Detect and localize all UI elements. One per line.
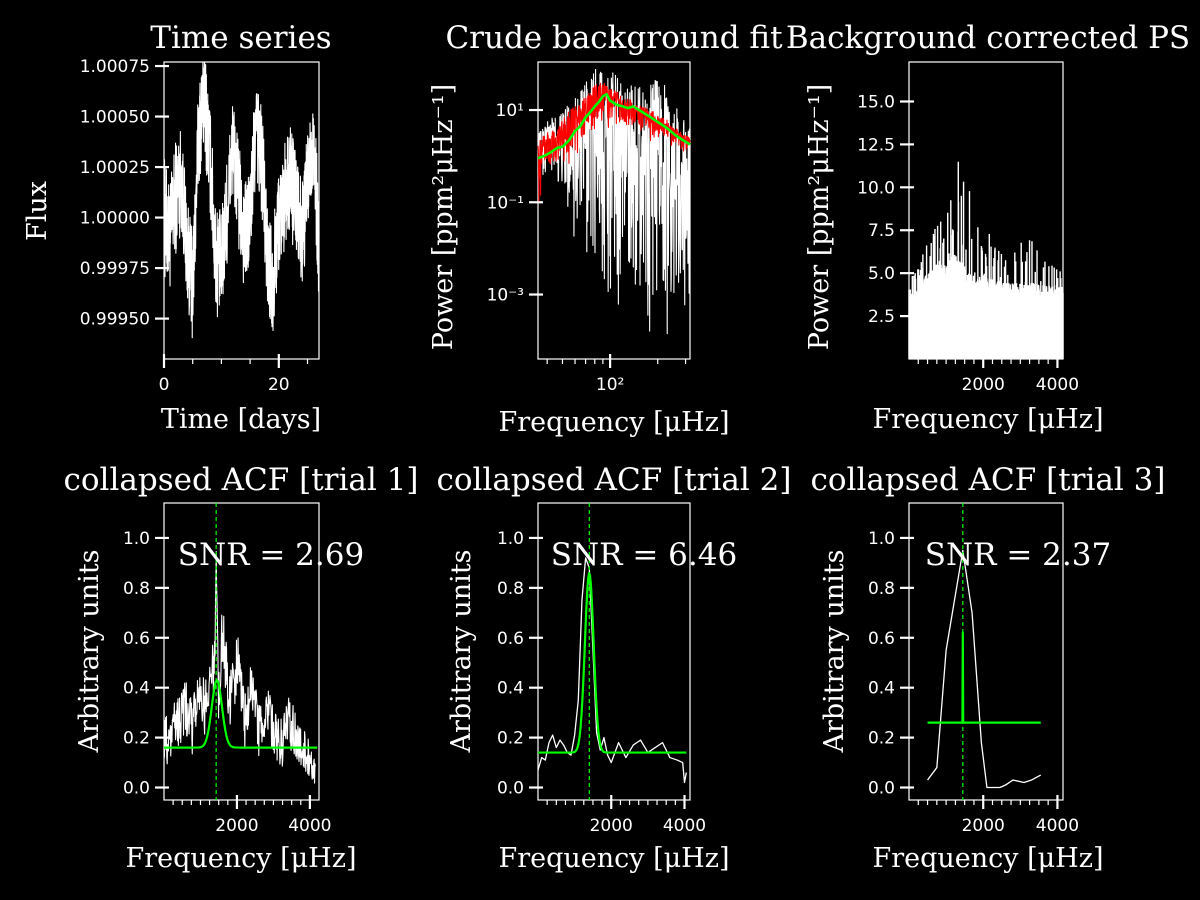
x-axis-label: Frequency [μHz] bbox=[125, 843, 356, 874]
y-tick-label: 1.00025 bbox=[80, 158, 150, 178]
panel-title: collapsed ACF [trial 2] bbox=[437, 462, 792, 498]
fit-curve bbox=[537, 572, 687, 754]
y-tick-label: 0.4 bbox=[868, 679, 895, 699]
y-tick-label: 0.4 bbox=[497, 679, 524, 699]
series-line-3 bbox=[537, 92, 691, 160]
y-tick-label: 0.99975 bbox=[80, 259, 150, 279]
x-tick-label: 10² bbox=[596, 375, 624, 395]
y-axis-label: Arbitrary units bbox=[74, 549, 105, 753]
y-tick-label: 0.0 bbox=[497, 779, 524, 799]
panel-background-fit: 10⁻³ 10⁻¹ 10¹ 10² Crude background fit Freq… bbox=[428, 20, 783, 438]
y-tick-label: 0.6 bbox=[497, 629, 524, 649]
y-tick-label: 0.6 bbox=[123, 629, 150, 649]
y-tick-label: 7.5 bbox=[868, 221, 895, 241]
y-tick-label: 1.0 bbox=[868, 529, 895, 549]
series-line-1 bbox=[163, 550, 316, 784]
y-tick-label: 1.0 bbox=[123, 529, 150, 549]
x-tick-label: 2000 bbox=[590, 816, 633, 836]
x-axis-label: Time [days] bbox=[161, 404, 321, 435]
y-tick-label: 0.0 bbox=[123, 779, 150, 799]
series-line-1 bbox=[927, 549, 1042, 789]
x-tick-label: 4000 bbox=[288, 816, 331, 836]
y-tick-label: 0.6 bbox=[868, 629, 895, 649]
snr-annotation: SNR = 2.69 bbox=[178, 537, 364, 573]
y-tick-label: 10⁻³ bbox=[487, 286, 524, 306]
plot-frame bbox=[163, 502, 320, 801]
y-tick-label: 0.8 bbox=[123, 579, 150, 599]
panel-title: Background corrected PS bbox=[786, 20, 1190, 56]
y-tick-label: 0.99950 bbox=[80, 310, 150, 330]
y-tick-label: 0.2 bbox=[497, 729, 524, 749]
y-tick-label: 1.0 bbox=[497, 529, 524, 549]
x-axis-label: Frequency [μHz] bbox=[498, 407, 729, 438]
y-tick-label: 5.0 bbox=[868, 264, 895, 284]
x-tick-label: 4000 bbox=[663, 816, 706, 836]
plot-frame bbox=[537, 502, 691, 801]
panel-title: Crude background fit bbox=[445, 20, 783, 56]
x-tick-label: 2000 bbox=[215, 816, 258, 836]
panel-acf-trial-2: 0.0 0.2 0.4 0.6 0.8 1.0 2000 4000 collapsed ACF… bbox=[437, 462, 792, 874]
y-tick-label: 1.00000 bbox=[80, 209, 150, 229]
panel-corrected-ps: 2.5 5.0 7.5 10.0 12.5 15.0 2000 4000 Background… bbox=[786, 20, 1190, 435]
y-tick-label: 1.00050 bbox=[80, 108, 150, 128]
y-tick-label: 2.5 bbox=[868, 307, 895, 327]
y-tick-label: 0.8 bbox=[868, 579, 895, 599]
y-tick-label: 0.8 bbox=[497, 579, 524, 599]
x-tick-label: 0 bbox=[159, 375, 170, 395]
x-axis-label: Frequency [μHz] bbox=[872, 404, 1103, 435]
x-tick-label: 2000 bbox=[962, 375, 1005, 395]
y-axis-label: Flux bbox=[22, 181, 53, 241]
y-tick-label: 12.5 bbox=[857, 135, 895, 155]
y-tick-label: 10¹ bbox=[496, 101, 524, 121]
y-tick-label: 0.2 bbox=[123, 729, 150, 749]
fit-curve bbox=[163, 679, 318, 749]
y-axis-label: Power [ppm²μHz⁻¹] bbox=[804, 84, 835, 350]
panel-title: collapsed ACF [trial 1] bbox=[64, 462, 419, 498]
plot-frame bbox=[537, 61, 691, 360]
panel-title: Time series bbox=[150, 20, 331, 56]
y-axis-label: Arbitrary units bbox=[446, 549, 477, 753]
y-axis-label: Power [ppm²μHz⁻¹] bbox=[428, 84, 459, 350]
y-tick-label: 15.0 bbox=[857, 92, 895, 112]
y-axis-label: Arbitrary units bbox=[819, 549, 850, 753]
x-tick-label: 4000 bbox=[1036, 375, 1079, 395]
panel-title: collapsed ACF [trial 3] bbox=[811, 462, 1166, 498]
panel-time-series: 0.99950 0.99975 1.00000 1.00025 1.00050 1.000… bbox=[22, 20, 332, 435]
y-tick-label: 0.0 bbox=[868, 779, 895, 799]
x-tick-label: 20 bbox=[268, 375, 290, 395]
series-line-1 bbox=[537, 557, 687, 784]
snr-annotation: SNR = 6.46 bbox=[551, 537, 737, 573]
snr-annotation: SNR = 2.37 bbox=[925, 537, 1111, 573]
panel-acf-trial-3: 0.0 0.2 0.4 0.6 0.8 1.0 2000 4000 collapsed ACF… bbox=[811, 462, 1166, 874]
x-tick-label: 4000 bbox=[1036, 816, 1079, 836]
x-tick-label: 2000 bbox=[962, 816, 1005, 836]
x-axis-label: Frequency [μHz] bbox=[872, 843, 1103, 874]
y-tick-label: 0.4 bbox=[123, 679, 150, 699]
x-axis-label: Frequency [μHz] bbox=[498, 843, 729, 874]
series-line-1 bbox=[163, 61, 320, 339]
y-tick-label: 0.2 bbox=[868, 729, 895, 749]
panel-acf-trial-1: 0.0 0.2 0.4 0.6 0.8 1.0 2000 4000 collapsed ACF… bbox=[64, 462, 419, 874]
y-tick-label: 10⁻¹ bbox=[487, 193, 524, 213]
plot-frame bbox=[908, 502, 1064, 801]
y-tick-label: 10.0 bbox=[857, 178, 895, 198]
series-line-1 bbox=[908, 161, 1064, 359]
series-line-2 bbox=[537, 82, 691, 204]
y-tick-label: 1.00075 bbox=[80, 57, 150, 77]
